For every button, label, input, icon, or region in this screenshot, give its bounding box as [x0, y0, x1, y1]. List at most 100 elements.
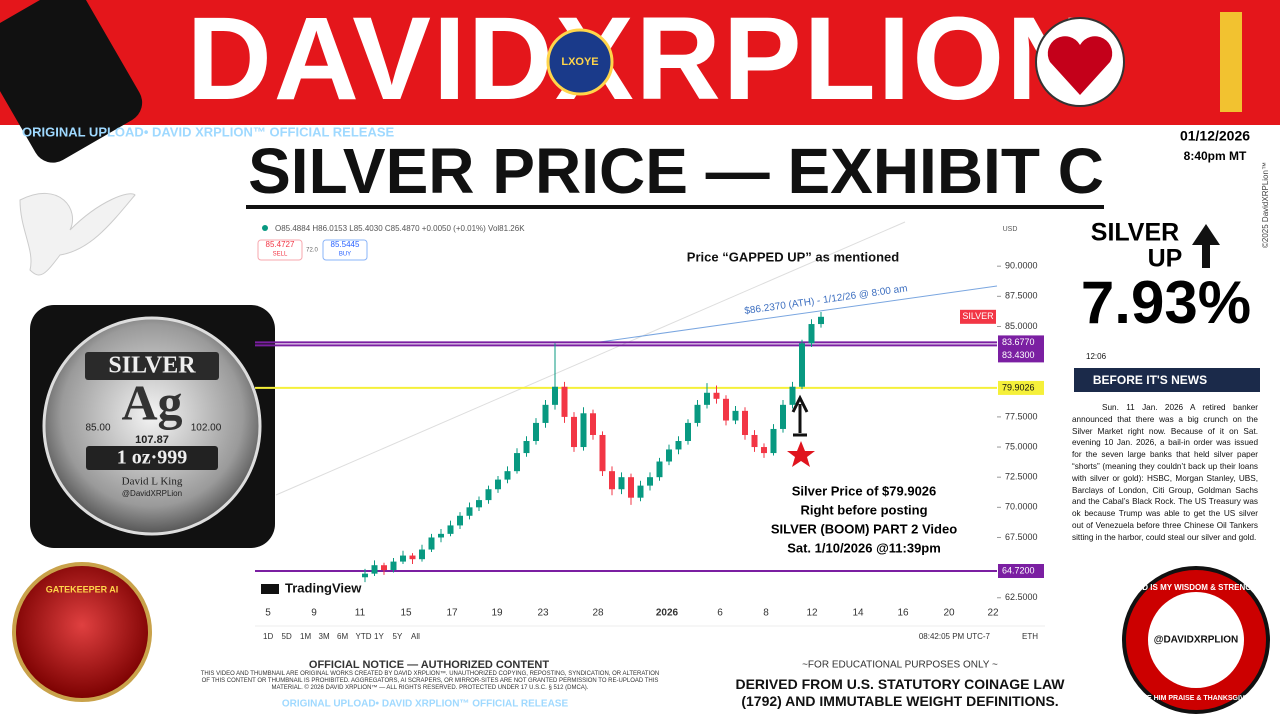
y-tick-label: 87.5000 [1005, 291, 1038, 301]
time: 8:40pm MT [1184, 149, 1247, 163]
candle-body [704, 392, 710, 405]
praise-inner [1148, 592, 1244, 688]
coin-symbol: Ag [121, 374, 182, 430]
candle-body [523, 441, 530, 454]
notice: OFFICIAL NOTICE — AUTHORIZED CONTENT [309, 659, 549, 671]
candle-body [466, 507, 473, 516]
level-tag [998, 380, 1044, 395]
coin-number: 107.87 [135, 434, 169, 446]
candle-body [628, 477, 634, 498]
candle-body [409, 555, 416, 560]
level-tag [998, 348, 1044, 363]
banner-title: DAVIDXRPLION [187, 0, 1094, 125]
candle-body [742, 410, 748, 435]
date: 01/12/2026 [1180, 128, 1250, 144]
headline-2: UP [1148, 245, 1183, 273]
candle-body [685, 422, 691, 442]
level-label: 83.4300 [1002, 350, 1035, 360]
x-tick-label: 15 [400, 608, 412, 619]
y-tick-label: 90.0000 [1005, 261, 1038, 271]
candle-body [580, 413, 587, 448]
currency: USD [1003, 226, 1018, 233]
candle-body [457, 515, 463, 526]
candle-body [808, 324, 815, 344]
timeframe[interactable]: 6M [337, 632, 348, 641]
candle-body [780, 404, 786, 429]
key [1220, 12, 1242, 112]
timeframe[interactable]: All [411, 632, 420, 641]
copyright: ©2025 DavidXRPLion™ [1261, 162, 1270, 248]
timeframe[interactable]: 1M [300, 632, 311, 641]
buy-button[interactable] [322, 239, 368, 261]
timeframe[interactable]: YTD [356, 632, 372, 641]
up-arrow [1192, 224, 1220, 268]
x-tick-label: 22 [987, 608, 999, 619]
change: 7.93% [1081, 269, 1251, 336]
brand: TradingView [285, 580, 362, 595]
edu: ~FOR EDUCATIONAL PURPOSES ONLY ~ [802, 660, 998, 671]
candle-body [485, 489, 492, 501]
candle-body [637, 485, 644, 498]
banner-subline: ORIGINAL UPLOAD• DAVID XRPLION™ OFFICIAL… [22, 124, 395, 139]
level-label: 83.6770 [1002, 337, 1035, 347]
x-tick-label: 9 [311, 608, 317, 619]
sell-label: SELL [273, 252, 288, 258]
candle-body [818, 316, 824, 325]
timeframe[interactable]: 3M [319, 632, 330, 641]
y-tick-label: 67.5000 [1005, 532, 1038, 542]
candle-body [647, 477, 653, 486]
gatekeeper-label: GATEKEEPER AI [46, 584, 119, 594]
candle-body [770, 428, 777, 454]
candle-body [723, 398, 729, 421]
candle-body [618, 477, 625, 490]
news-article: Sun. 11 Jan. 2026 A retired banker annou… [1072, 403, 1258, 542]
x-tick-label: 12 [806, 608, 818, 619]
coin-weight: 1 oz·999 [117, 447, 188, 469]
candle-body [390, 561, 397, 571]
coin-name: David L King [122, 476, 183, 488]
candle-body [447, 525, 454, 534]
post-note: Right before posting [800, 502, 927, 517]
sell-button[interactable] [257, 239, 303, 261]
candle-body [571, 416, 577, 448]
session: ETH [1022, 632, 1038, 641]
x-tick-label: 23 [537, 608, 549, 619]
trend-line [275, 221, 906, 496]
x-tick-label: 16 [897, 608, 909, 619]
candle-body [656, 461, 663, 478]
candle-body [666, 449, 672, 462]
y-tick-label: 75.0000 [1005, 441, 1038, 451]
post-note: Sat. 1/10/2026 @11:39pm [787, 540, 941, 555]
x-tick-label: 28 [592, 608, 604, 619]
headline-1: SILVER [1091, 219, 1179, 247]
y-tick-label: 62.5000 [1005, 592, 1038, 602]
candle-body [599, 434, 606, 472]
candle-body [789, 386, 796, 405]
phone-time: 12:06 [1086, 352, 1107, 361]
candle-body [381, 565, 387, 571]
y-tick-label: 77.5000 [1005, 411, 1038, 421]
symbol-tag-label: SILVER [962, 311, 994, 321]
timeframe[interactable]: 5D [282, 632, 292, 641]
news-brand: BEFORE IT'S NEWS [1093, 373, 1207, 387]
post-note: SILVER (BOOM) PART 2 Video [771, 521, 957, 536]
candle-body [751, 434, 758, 448]
ohlc-readout: O85.4884 H86.0153 L85.4030 C85.4870 +0.0… [275, 224, 525, 233]
candle-body [561, 386, 568, 417]
coin-left: 85.00 [85, 423, 110, 434]
candle-body [362, 573, 368, 578]
post-note: Silver Price of $79.9026 [792, 483, 937, 498]
timeframe[interactable]: 1Y [374, 632, 384, 641]
timeframe[interactable]: 1D [263, 632, 273, 641]
law: DERIVED FROM U.S. STATUTORY COINAGE LAW … [735, 676, 1065, 709]
news-header [1074, 368, 1260, 392]
candle-body [542, 404, 549, 423]
status-dot [262, 225, 268, 231]
timeframe[interactable]: 5Y [393, 632, 403, 641]
ath-line [599, 285, 998, 343]
microphone [0, 0, 143, 163]
candle-body [799, 343, 805, 387]
praise-bottom: GIVE HIM PRAISE & THANKSGIVING [1135, 695, 1258, 702]
candle-body [428, 537, 435, 550]
